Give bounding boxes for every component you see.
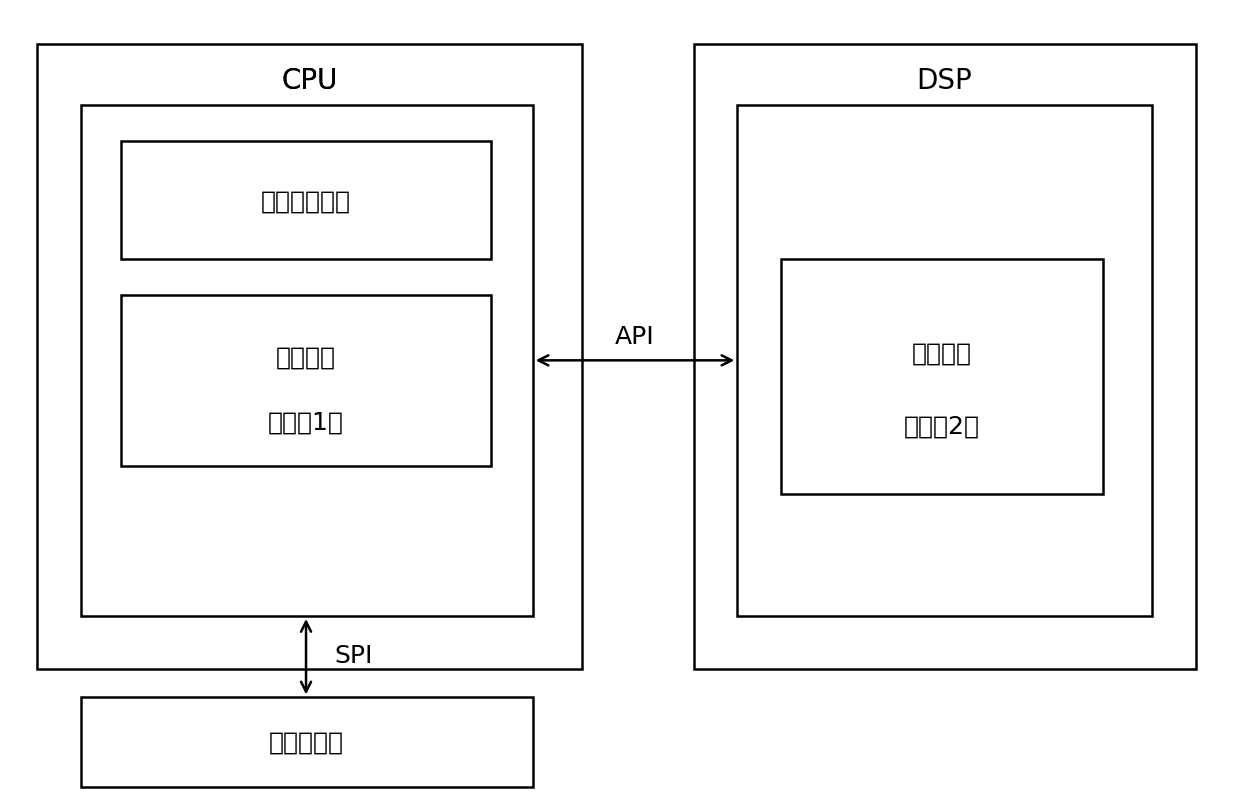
Bar <box>37 45 582 669</box>
Text: （部劆1）: （部劆1） <box>268 410 344 434</box>
Bar <box>81 697 533 787</box>
Text: 指纹算法: 指纹算法 <box>276 345 336 369</box>
Bar <box>781 260 1103 495</box>
Text: 指纹识别控制: 指纹识别控制 <box>261 189 351 213</box>
Bar <box>121 142 491 260</box>
Bar <box>81 105 533 616</box>
Text: API: API <box>615 324 654 349</box>
Text: 指纹算法: 指纹算法 <box>912 341 971 365</box>
Bar <box>694 45 1196 669</box>
Text: SPI: SPI <box>335 643 373 667</box>
Text: （部劆2）: （部劆2） <box>903 414 980 438</box>
Bar <box>121 296 491 466</box>
Text: CPU: CPU <box>281 67 338 95</box>
Text: CPU: CPU <box>281 67 338 95</box>
Bar <box>737 105 1152 616</box>
Text: DSP: DSP <box>917 67 971 95</box>
Text: 指纹传感器: 指纹传感器 <box>269 730 343 754</box>
